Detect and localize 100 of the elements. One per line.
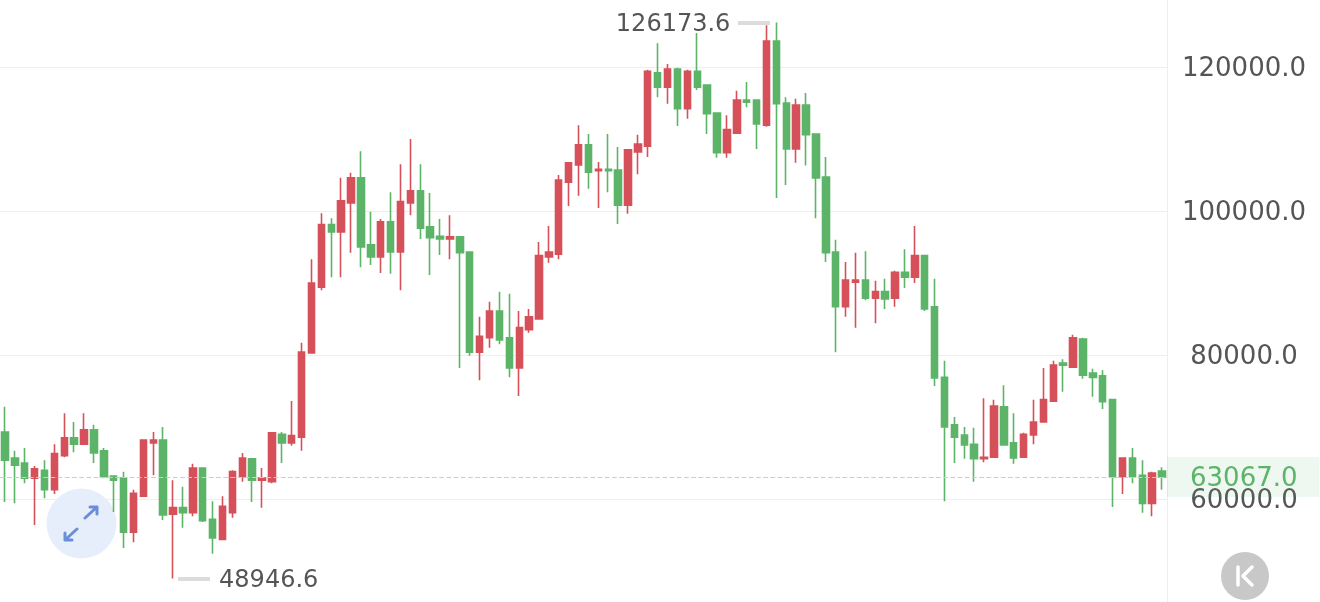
candlestick — [920, 254, 929, 312]
candlestick — [831, 238, 840, 353]
candlestick — [40, 459, 49, 500]
candlestick — [989, 398, 999, 459]
candlestick — [119, 470, 128, 549]
candlestick — [900, 248, 910, 289]
candlestick — [594, 161, 603, 209]
annotation: 126173.6 — [615, 8, 731, 37]
candlestick — [475, 316, 484, 382]
candlestick — [564, 161, 573, 207]
candlestick — [534, 241, 544, 320]
candlestick — [762, 24, 771, 128]
candlestick — [267, 431, 277, 484]
candlestick — [782, 96, 791, 186]
candlestick — [0, 406, 10, 503]
candlestick — [346, 172, 356, 254]
candlestick — [79, 412, 89, 446]
candlestick — [238, 452, 247, 483]
candlestick — [1088, 367, 1098, 398]
candlestick — [1009, 412, 1018, 465]
y-tick-label: 80000.0 — [1190, 340, 1298, 371]
candlestick — [604, 133, 613, 194]
candlestick — [653, 42, 662, 99]
candlestick — [722, 114, 732, 159]
candlestick — [821, 156, 831, 263]
candlestick — [416, 163, 425, 240]
candlestick — [633, 133, 643, 176]
candlestick — [10, 449, 20, 505]
candlestick — [515, 310, 524, 397]
candlestick — [772, 21, 781, 199]
candlestick — [158, 426, 168, 521]
candlestick — [940, 359, 949, 502]
candlestick — [89, 424, 99, 464]
y-tick-label: 100000.0 — [1181, 195, 1307, 226]
candlestick — [1138, 459, 1147, 514]
candlestick — [811, 132, 821, 219]
candlestick — [930, 277, 939, 387]
candlestick — [623, 148, 633, 215]
candlestick — [1068, 334, 1078, 369]
candlestick — [643, 69, 652, 158]
candlestick — [485, 300, 494, 349]
candlestick — [287, 400, 296, 447]
candlestick — [30, 465, 39, 526]
candlestick — [129, 488, 138, 544]
candlestick — [1157, 466, 1167, 491]
candlestick — [366, 210, 376, 266]
candlestick — [356, 150, 366, 268]
candlestick — [149, 431, 158, 477]
candlestick — [386, 191, 395, 275]
candlestick — [693, 32, 702, 91]
candlestick — [702, 83, 712, 135]
candlestick — [554, 174, 563, 261]
candlestick — [712, 112, 722, 159]
annotation: 48946.6 — [219, 564, 319, 593]
candlestick — [673, 66, 682, 127]
candlestick — [247, 457, 257, 503]
candlestick — [396, 163, 405, 291]
candlestick — [257, 467, 267, 509]
candlestick — [505, 293, 514, 379]
candlestick — [861, 250, 870, 302]
candlestick — [871, 280, 880, 325]
candlestick — [574, 124, 583, 197]
candlestick — [139, 439, 148, 497]
candlestick — [524, 308, 534, 334]
candlestick — [791, 97, 801, 164]
candlestick — [683, 69, 692, 120]
candlestick — [495, 290, 504, 346]
candlestick — [60, 412, 69, 459]
candlestick — [1019, 431, 1028, 459]
candlestick — [317, 212, 326, 291]
candlestick — [1029, 398, 1038, 446]
y-tick-label: 120000.0 — [1181, 51, 1307, 82]
candlestick — [613, 146, 623, 225]
candlestick — [890, 269, 900, 308]
candlestick — [801, 92, 811, 167]
candlestick — [228, 469, 237, 519]
candlestick — [455, 236, 465, 369]
candlestick — [1147, 470, 1157, 518]
candlestick — [1039, 367, 1048, 423]
candlestick — [69, 421, 79, 454]
candlestick — [297, 341, 306, 452]
candlestick — [851, 251, 860, 329]
candlestick — [168, 479, 178, 580]
candlestick — [109, 475, 118, 513]
candlestick — [20, 447, 29, 484]
candlestick — [969, 426, 979, 483]
candlestick — [544, 225, 554, 264]
candlestick — [979, 397, 989, 464]
candlestick — [327, 217, 336, 279]
candlestick — [732, 89, 742, 135]
candlestick — [425, 192, 435, 276]
candlestick — [1058, 358, 1068, 393]
candlestick — [663, 63, 672, 105]
candlestick — [742, 81, 751, 109]
candlestick — [99, 447, 109, 479]
candlestick — [445, 214, 455, 261]
candlestick — [198, 467, 207, 523]
candlestick — [1118, 457, 1127, 495]
candlestick — [465, 251, 474, 357]
candlestick — [584, 133, 593, 190]
